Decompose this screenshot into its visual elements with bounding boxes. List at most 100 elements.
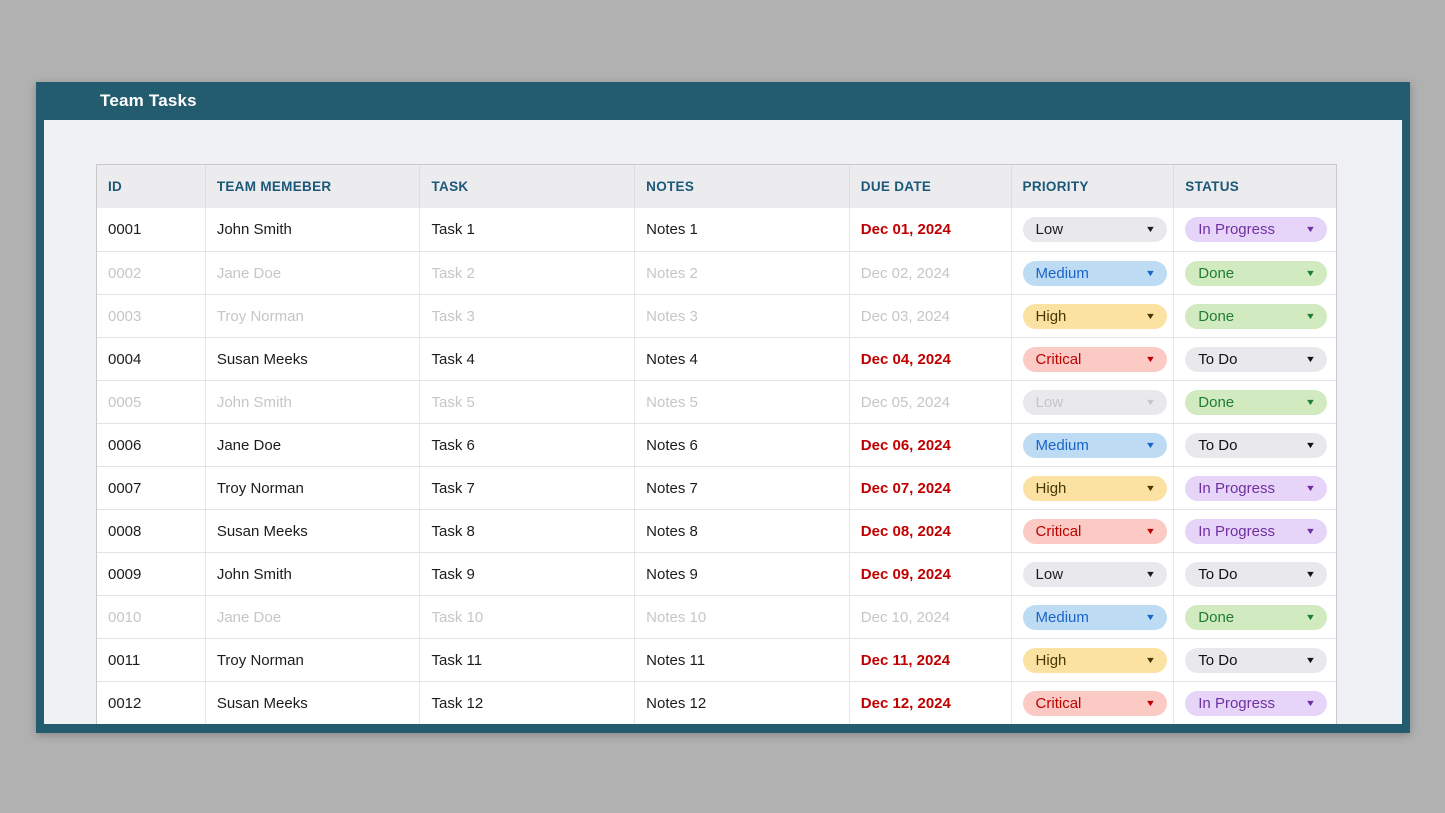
- status-select-value: In Progress: [1198, 221, 1275, 238]
- priority-select[interactable]: High ▼: [1022, 303, 1167, 329]
- cell-task: Task 6: [420, 424, 636, 466]
- priority-select[interactable]: Medium ▼: [1022, 604, 1167, 630]
- status-select-value: In Progress: [1198, 522, 1275, 540]
- priority-select-value: Medium: [1035, 436, 1089, 454]
- chevron-down-icon: ▼: [1144, 697, 1156, 708]
- cell-due-date: Dec 03, 2024: [850, 295, 1012, 337]
- cell-task: Task 5: [420, 381, 636, 423]
- cell-status: In Progress ▼: [1174, 208, 1336, 251]
- due-date-text: Dec 08, 2024: [860, 522, 951, 540]
- cell-task: Task 10: [420, 596, 636, 638]
- tasks-table: ID TEAM MEMEBER TASK NOTES DUE DATE PRIO…: [96, 164, 1337, 724]
- chevron-down-icon: ▼: [1305, 482, 1317, 493]
- cell-due-date: Dec 06, 2024: [850, 424, 1012, 466]
- cell-task: Task 7: [420, 467, 636, 509]
- status-select[interactable]: Done ▼: [1185, 389, 1328, 415]
- status-select[interactable]: In Progress ▼: [1185, 518, 1328, 544]
- status-select-value: To Do: [1198, 565, 1238, 583]
- chevron-down-icon: ▼: [1144, 267, 1156, 278]
- due-date-text: Dec 03, 2024: [860, 307, 951, 325]
- cell-status: Done ▼: [1174, 295, 1336, 337]
- table-row: 0001 John Smith Task 1 Notes 1 Dec 01, 2…: [97, 208, 1336, 251]
- priority-select-value: Low: [1035, 565, 1064, 583]
- cell-member: Jane Doe: [206, 596, 421, 638]
- table-row: 0006 Jane Doe Task 6 Notes 6 Dec 06, 202…: [97, 423, 1336, 466]
- cell-due-date: Dec 09, 2024: [850, 553, 1012, 595]
- cell-task: Task 3: [420, 295, 636, 337]
- cell-member: Susan Meeks: [206, 682, 421, 724]
- cell-due-date: Dec 01, 2024: [850, 208, 1012, 251]
- cell-member: John Smith: [206, 208, 421, 251]
- cell-notes: Notes 12: [635, 682, 850, 724]
- status-select[interactable]: Done ▼: [1185, 260, 1328, 286]
- table-row: 0009 John Smith Task 9 Notes 9 Dec 09, 2…: [97, 552, 1336, 595]
- cell-id: 0010: [97, 596, 206, 638]
- cell-id: 0005: [97, 381, 206, 423]
- cell-id: 0003: [97, 295, 206, 337]
- status-select-value: In Progress: [1198, 479, 1275, 497]
- priority-select[interactable]: Low ▼: [1022, 217, 1167, 242]
- status-select[interactable]: In Progress ▼: [1185, 217, 1328, 242]
- due-date-text: Dec 04, 2024: [860, 350, 951, 368]
- status-select[interactable]: Done ▼: [1185, 303, 1328, 329]
- cell-member: John Smith: [206, 553, 421, 595]
- chevron-down-icon: ▼: [1144, 224, 1156, 234]
- priority-select[interactable]: Critical ▼: [1022, 690, 1167, 716]
- column-header-notes: NOTES: [635, 165, 850, 208]
- cell-member: Susan Meeks: [206, 510, 421, 552]
- chevron-down-icon: ▼: [1305, 697, 1317, 708]
- due-date-text: Dec 05, 2024: [860, 393, 951, 411]
- cell-notes: Notes 4: [635, 338, 850, 380]
- cell-notes: Notes 5: [635, 381, 850, 423]
- status-select[interactable]: In Progress ▼: [1185, 475, 1328, 501]
- cell-status: To Do ▼: [1174, 338, 1336, 380]
- priority-select[interactable]: High ▼: [1022, 647, 1167, 673]
- cell-status: In Progress ▼: [1174, 510, 1336, 552]
- priority-select[interactable]: Low ▼: [1022, 561, 1167, 587]
- priority-select[interactable]: Low ▼: [1022, 389, 1167, 415]
- priority-select-value: Low: [1035, 221, 1064, 238]
- cell-member: Troy Norman: [206, 639, 421, 681]
- due-date-text: Dec 02, 2024: [860, 264, 951, 282]
- table-header-row: ID TEAM MEMEBER TASK NOTES DUE DATE PRIO…: [97, 165, 1336, 208]
- cell-notes: Notes 7: [635, 467, 850, 509]
- due-date-text: Dec 06, 2024: [860, 436, 951, 454]
- due-date-text: Dec 01, 2024: [860, 221, 951, 238]
- chevron-down-icon: ▼: [1144, 568, 1156, 579]
- cell-priority: High ▼: [1012, 295, 1175, 337]
- priority-select[interactable]: High ▼: [1022, 475, 1167, 501]
- cell-due-date: Dec 05, 2024: [850, 381, 1012, 423]
- priority-select[interactable]: Medium ▼: [1022, 260, 1167, 286]
- priority-select[interactable]: Critical ▼: [1022, 346, 1167, 372]
- priority-select-value: Critical: [1035, 522, 1082, 540]
- chevron-down-icon: ▼: [1144, 439, 1156, 450]
- status-select-value: Done: [1198, 307, 1235, 325]
- priority-select[interactable]: Critical ▼: [1022, 518, 1167, 544]
- priority-select-value: High: [1035, 651, 1067, 669]
- chevron-down-icon: ▼: [1305, 611, 1317, 622]
- chevron-down-icon: ▼: [1144, 482, 1156, 493]
- chevron-down-icon: ▼: [1144, 396, 1156, 407]
- cell-priority: Critical ▼: [1012, 338, 1175, 380]
- cell-notes: Notes 8: [635, 510, 850, 552]
- status-select[interactable]: To Do ▼: [1185, 432, 1328, 458]
- status-select[interactable]: Done ▼: [1185, 604, 1328, 630]
- due-date-text: Dec 09, 2024: [860, 565, 951, 583]
- cell-task: Task 1: [420, 208, 636, 251]
- due-date-text: Dec 07, 2024: [860, 479, 951, 497]
- priority-select[interactable]: Medium ▼: [1022, 432, 1167, 458]
- cell-priority: Medium ▼: [1012, 596, 1175, 638]
- cell-member: Susan Meeks: [206, 338, 421, 380]
- status-select[interactable]: To Do ▼: [1185, 561, 1328, 587]
- status-select[interactable]: To Do ▼: [1185, 346, 1328, 372]
- status-select[interactable]: To Do ▼: [1185, 647, 1328, 673]
- cell-notes: Notes 2: [635, 252, 850, 294]
- status-select-value: Done: [1198, 264, 1235, 282]
- page-title: Team Tasks: [100, 91, 197, 110]
- cell-status: Done ▼: [1174, 381, 1336, 423]
- status-select[interactable]: In Progress ▼: [1185, 690, 1328, 716]
- chevron-down-icon: ▼: [1144, 611, 1156, 622]
- chevron-down-icon: ▼: [1305, 310, 1317, 321]
- cell-due-date: Dec 10, 2024: [850, 596, 1012, 638]
